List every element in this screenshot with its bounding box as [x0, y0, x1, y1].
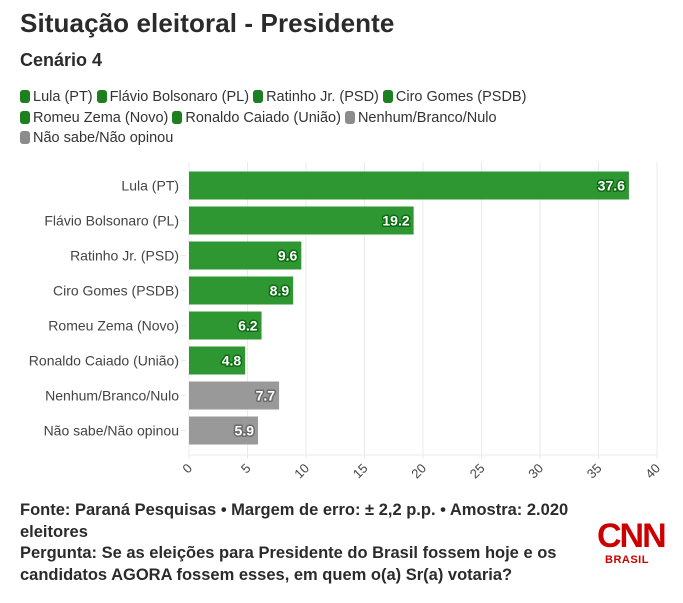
- legend-item: Ronaldo Caiado (União): [172, 108, 341, 129]
- legend-swatch-icon: [20, 90, 30, 103]
- legend-label: Ratinho Jr. (PSD): [266, 89, 379, 105]
- bar-value-label: 19.2: [382, 213, 409, 229]
- legend-swatch-icon: [382, 90, 393, 103]
- bar-value-label: 5.9: [235, 423, 255, 439]
- category-label: Romeu Zema (Novo): [48, 318, 179, 334]
- bar: [189, 171, 629, 200]
- bar: [189, 416, 259, 445]
- question-note: Pergunta: Se as eleições para Presidente…: [20, 544, 557, 584]
- bar: [189, 381, 280, 410]
- legend-item: Ciro Gomes (PSDB): [382, 87, 527, 108]
- bar: [189, 311, 262, 340]
- category-label: Não sabe/Não opinou: [44, 423, 179, 439]
- x-tick-label: 40: [642, 461, 663, 482]
- category-label: Ciro Gomes (PSDB): [53, 283, 179, 299]
- legend-item: Ratinho Jr. (PSD): [253, 87, 379, 108]
- legend-swatch-icon: [344, 110, 355, 124]
- category-label: Flávio Bolsonaro (PL): [44, 213, 179, 229]
- cnn-logo-subtext: BRASIL: [605, 554, 649, 566]
- x-tick-label: 30: [525, 461, 546, 482]
- legend-label: Ronaldo Caiado (União): [185, 109, 341, 126]
- legend-item: Não sabe/Não opinou: [20, 128, 173, 149]
- cnn-logo-text: CNN: [597, 517, 667, 555]
- source-note: Fonte: Paraná Pesquisas • Margem de erro…: [20, 501, 569, 541]
- legend-label: Nenhum/Branco/Nulo: [357, 109, 497, 126]
- bar-chart: 0 5 10 15 20 25 30 35 40 Lula (PT) 37.6 Flávio Bols…: [29, 162, 663, 482]
- legend-swatch-icon: [20, 131, 30, 144]
- bar-value-label: 9.6: [278, 248, 298, 264]
- legend-item: Lula (PT): [20, 87, 93, 108]
- x-tick-label: 25: [467, 461, 488, 482]
- bar-value-label: 8.9: [270, 283, 290, 299]
- legend-label: Lula (PT): [33, 89, 93, 105]
- cnn-brasil-logo: CNN BRASIL: [597, 517, 667, 569]
- legend: Lula (PT) Flávio Bolsonaro (PL) Ratinho Jr…: [20, 87, 580, 149]
- legend-swatch-icon: [96, 90, 107, 103]
- category-label: Ronaldo Caiado (União): [29, 353, 179, 369]
- legend-swatch-icon: [253, 90, 264, 103]
- legend-label: Flávio Bolsonaro (PL): [109, 89, 250, 105]
- x-tick-label: 15: [350, 461, 371, 482]
- category-label: Lula (PT): [121, 178, 179, 194]
- x-tick-label: 20: [408, 461, 429, 482]
- legend-item: Flávio Bolsonaro (PL): [96, 87, 250, 108]
- legend-label: Romeu Zema (Novo): [33, 109, 169, 126]
- bar: [189, 241, 302, 270]
- bar-value-label: 7.7: [256, 388, 276, 404]
- legend-item: Romeu Zema (Novo): [20, 108, 168, 129]
- bar: [189, 206, 414, 235]
- bar: [189, 276, 294, 305]
- bar-value-label: 37.6: [598, 178, 625, 194]
- bar: [189, 346, 246, 375]
- legend-swatch-icon: [172, 110, 183, 124]
- chart-subtitle: Cenário 4: [20, 50, 103, 70]
- x-tick-label: 5: [238, 461, 254, 477]
- x-tick-label: 35: [584, 461, 605, 482]
- chart-title: Situação eleitoral - Presidente: [20, 8, 395, 38]
- category-label: Ratinho Jr. (PSD): [70, 248, 179, 264]
- category-label: Nenhum/Branco/Nulo: [45, 388, 179, 404]
- bar-value-label: 4.8: [222, 353, 242, 369]
- footer: Fonte: Paraná Pesquisas • Margem de erro…: [20, 500, 590, 586]
- x-tick-label: 10: [291, 461, 312, 482]
- bar-value-label: 6.2: [238, 318, 258, 334]
- legend-label: Ciro Gomes (PSDB): [395, 89, 527, 105]
- x-tick-label: 0: [179, 461, 195, 477]
- legend-swatch-icon: [20, 110, 30, 124]
- legend-item: Nenhum/Branco/Nulo: [344, 108, 497, 129]
- legend-label: Não sabe/Não opinou: [33, 130, 174, 146]
